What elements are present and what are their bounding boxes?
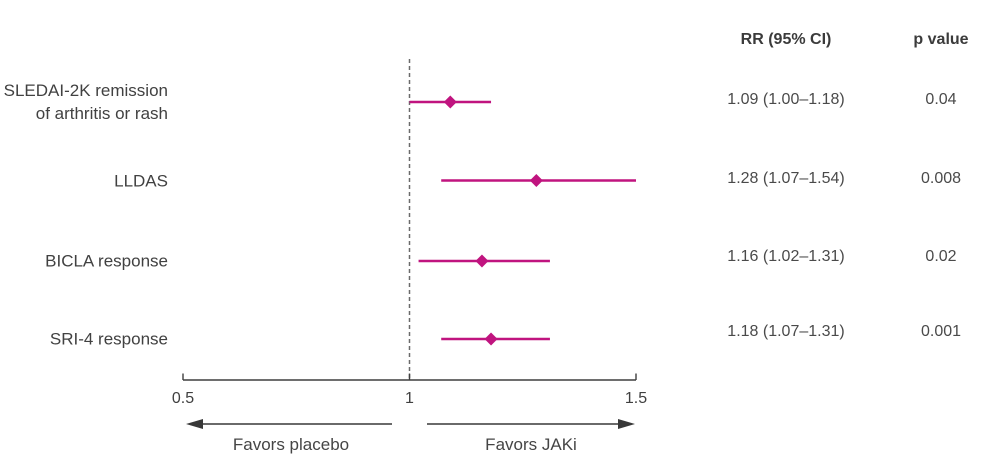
axis-tick-label: 0.5 (171, 390, 195, 407)
rr-diamond-marker (484, 332, 498, 346)
rr-ci-value: 1.28 (1.07–1.54) (727, 170, 845, 187)
p-column-header: p value (913, 31, 969, 48)
axis-tick-label: 1.5 (624, 390, 648, 407)
rr-ci-value: 1.16 (1.02–1.31) (727, 248, 845, 265)
rr-column-header: RR (95% CI) (740, 31, 832, 48)
outcome-label: SLEDAI-2K remission of arthritis or rash (3, 81, 168, 123)
rr-diamond-marker (443, 95, 457, 109)
favors-jaki-label: Favors JAKi (485, 435, 577, 454)
outcome-label: SRI-4 response (49, 329, 168, 349)
rr-ci-value: 1.09 (1.00–1.18) (727, 91, 845, 108)
p-value: 0.04 (925, 91, 957, 108)
p-value: 0.001 (920, 323, 962, 340)
p-value: 0.008 (920, 170, 962, 187)
rr-ci-value: 1.18 (1.07–1.31) (727, 323, 845, 340)
axis-tick-label: 1 (405, 390, 414, 407)
outcome-label: LLDAS (114, 171, 168, 190)
favors-placebo-label: Favors placebo (232, 435, 350, 454)
left-arrowhead-icon (186, 419, 203, 429)
right-arrowhead-icon (618, 419, 635, 429)
rr-diamond-marker (475, 254, 489, 268)
rr-diamond-marker (529, 174, 543, 187)
outcome-label: BICLA response (45, 251, 168, 271)
p-value: 0.02 (925, 248, 957, 265)
